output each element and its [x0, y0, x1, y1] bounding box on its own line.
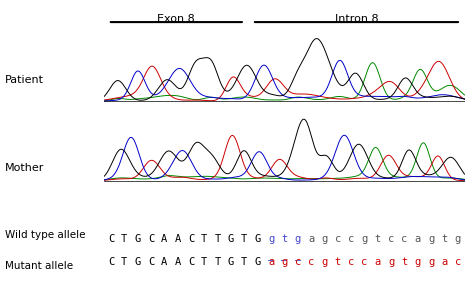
Text: C: C	[148, 257, 154, 267]
Text: t: t	[335, 257, 341, 267]
Text: c: c	[308, 257, 314, 267]
Text: A: A	[174, 257, 181, 267]
Text: Mother: Mother	[5, 163, 44, 173]
Text: A: A	[161, 257, 167, 267]
Text: T: T	[215, 257, 221, 267]
Text: A: A	[174, 234, 181, 244]
Text: T: T	[241, 257, 247, 267]
Text: g: g	[295, 234, 301, 244]
Text: t: t	[374, 234, 381, 244]
Text: C: C	[188, 234, 194, 244]
Text: _: _	[268, 251, 274, 261]
Text: a: a	[268, 257, 274, 267]
Text: G: G	[255, 234, 261, 244]
Text: G: G	[135, 234, 141, 244]
Text: g: g	[428, 234, 434, 244]
Text: C: C	[108, 234, 114, 244]
Text: c: c	[401, 234, 408, 244]
Text: t: t	[441, 234, 447, 244]
Text: T: T	[121, 257, 128, 267]
Text: g: g	[415, 257, 421, 267]
Text: C: C	[148, 234, 154, 244]
Text: G: G	[228, 257, 234, 267]
Text: c: c	[455, 257, 461, 267]
Text: t: t	[281, 234, 288, 244]
Text: g: g	[321, 234, 328, 244]
Text: t: t	[401, 257, 408, 267]
Text: Mutant allele: Mutant allele	[5, 261, 73, 272]
Text: G: G	[255, 257, 261, 267]
Text: T: T	[241, 234, 247, 244]
Text: T: T	[215, 234, 221, 244]
Text: G: G	[135, 257, 141, 267]
Text: c: c	[361, 257, 367, 267]
Text: g: g	[388, 257, 394, 267]
Text: T: T	[121, 234, 128, 244]
Text: c: c	[348, 234, 354, 244]
Text: G: G	[228, 234, 234, 244]
Text: Wild type allele: Wild type allele	[5, 230, 85, 240]
Text: c: c	[295, 257, 301, 267]
Text: g: g	[281, 257, 288, 267]
Text: g: g	[361, 234, 367, 244]
Text: T: T	[201, 234, 208, 244]
Text: g: g	[268, 234, 274, 244]
Text: c: c	[388, 234, 394, 244]
Text: c: c	[348, 257, 354, 267]
Text: a: a	[374, 257, 381, 267]
Text: g: g	[428, 257, 434, 267]
Text: C: C	[108, 257, 114, 267]
Text: Patient: Patient	[5, 75, 44, 85]
Text: g: g	[321, 257, 328, 267]
Text: _: _	[295, 251, 301, 261]
Text: c: c	[335, 234, 341, 244]
Text: T: T	[201, 257, 208, 267]
Text: g: g	[455, 234, 461, 244]
Text: a: a	[415, 234, 421, 244]
Text: A: A	[161, 234, 167, 244]
Text: Intron 8: Intron 8	[335, 14, 378, 24]
Text: _: _	[282, 251, 287, 261]
Text: C: C	[188, 257, 194, 267]
Text: a: a	[308, 234, 314, 244]
Text: a: a	[441, 257, 447, 267]
Text: Exon 8: Exon 8	[157, 14, 195, 24]
